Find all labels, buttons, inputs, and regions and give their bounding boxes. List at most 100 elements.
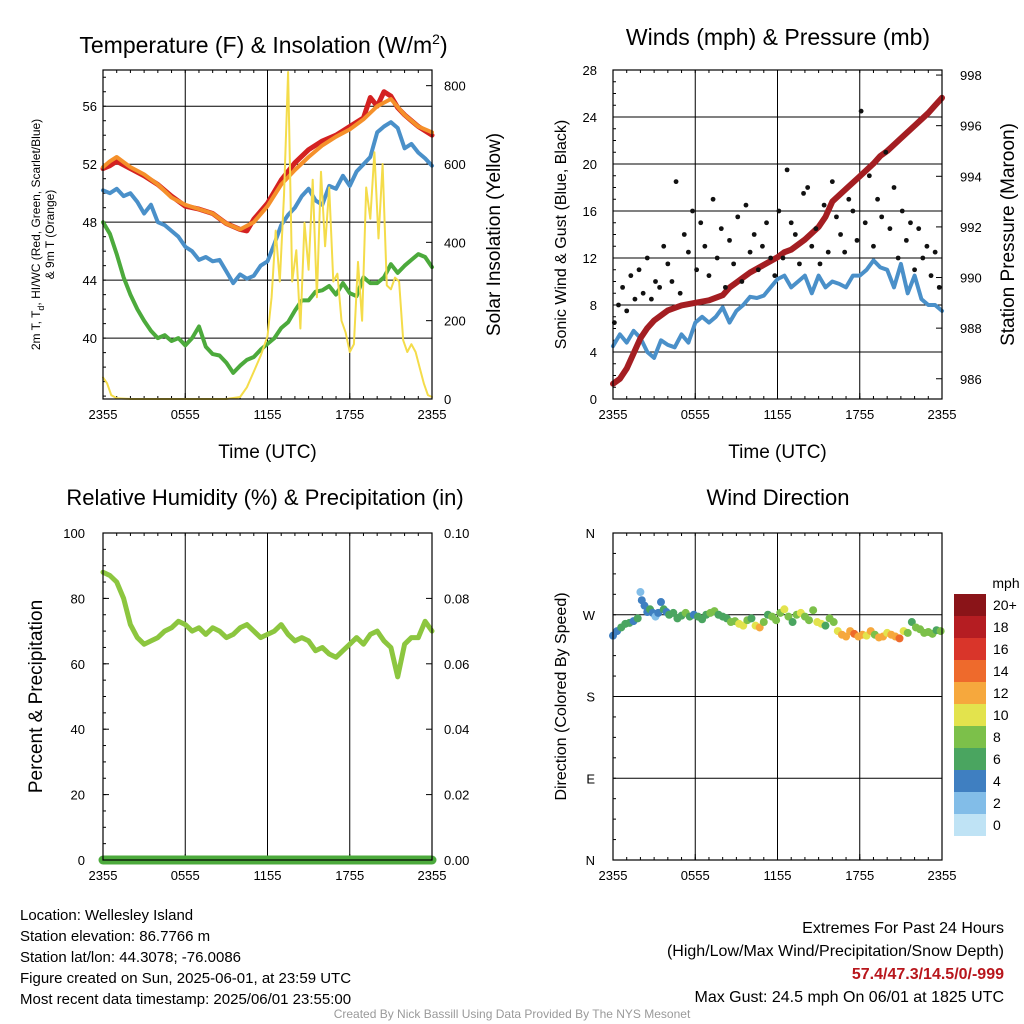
gust-point [657, 284, 663, 290]
y2-tick-label: 400 [444, 235, 466, 250]
gust-point [694, 267, 700, 273]
gust-point [743, 202, 749, 208]
series-rh [100, 569, 435, 680]
y-tick-label: 44 [83, 273, 97, 288]
gust-point [669, 279, 675, 284]
x-tick-label: 2355 [599, 407, 628, 422]
legend-swatch [954, 594, 986, 616]
gust-point [920, 255, 926, 261]
x-tick-label: 2355 [928, 868, 957, 883]
gust-point [850, 208, 856, 214]
legend-swatch [954, 660, 986, 682]
y-tick-label: 40 [83, 331, 97, 346]
gust-point [879, 214, 885, 220]
y-tick-label: S [586, 690, 595, 705]
y-tick-label: 60 [71, 657, 85, 672]
gust-point [891, 185, 897, 190]
gust-point [723, 284, 728, 290]
figure-created: Figure created on Sun, 2025-06-01, at 23… [20, 970, 352, 987]
y2-tick-label: 0.10 [444, 526, 469, 541]
gust-point [768, 255, 774, 261]
gust-point [632, 296, 638, 302]
direction-point [784, 612, 793, 621]
x-tick-label: 1755 [335, 868, 364, 883]
gust-point [648, 296, 654, 302]
gust-point [916, 226, 922, 232]
x-tick-label: 2355 [599, 868, 628, 883]
chart-title: Winds (mph) & Pressure (mb) [626, 24, 930, 50]
y-tick-label: 56 [83, 99, 97, 114]
gust-point [661, 243, 667, 249]
gust-point [932, 249, 938, 255]
chart-title: Wind Direction [706, 485, 849, 510]
y-tick-label: 16 [583, 204, 597, 219]
temperature-panel: 2355 0555 1155 1755 2355 40 44 48 52 56 0 200 400 600… [29, 31, 505, 463]
y2-tick-label: 0 [444, 392, 451, 407]
gust-point [628, 273, 634, 279]
y-tick-label: 0 [590, 392, 597, 407]
legend-label: 18 [993, 619, 1009, 635]
y2-tick-label: 0.06 [444, 657, 469, 672]
gust-point [924, 243, 930, 249]
gust-point [899, 208, 905, 214]
y-tick-label: 8 [590, 298, 597, 313]
gust-point [706, 273, 712, 279]
plot-frame [102, 532, 433, 861]
direction-point [739, 621, 748, 630]
direction-point [656, 598, 665, 607]
gust-point [834, 214, 839, 220]
gust-point [797, 261, 802, 267]
direction-point [895, 634, 904, 643]
max-gust: Max Gust: 24.5 mph On 06/01 at 1825 UTC [694, 989, 1005, 1006]
legend-swatch [954, 682, 986, 704]
gust-point [887, 226, 893, 232]
y2-tick-label: 996 [960, 119, 982, 134]
gust-point [842, 249, 848, 255]
legend-swatch [954, 814, 986, 836]
gust-point [866, 173, 872, 179]
gust-point [739, 279, 745, 284]
direction-point [829, 618, 838, 627]
extremes-title: Extremes For Past 24 Hours [802, 920, 1004, 937]
chart-title-end: ) [440, 32, 448, 58]
gust-point [718, 226, 724, 232]
direction-point [805, 616, 814, 625]
gust-point [858, 108, 864, 114]
legend-swatch [954, 616, 986, 638]
y2-axis-label: Solar Insolation (Yellow) [484, 133, 505, 336]
x-tick-label: 0555 [681, 868, 710, 883]
gust-point [809, 243, 815, 249]
legend-label: 4 [993, 773, 1001, 789]
y-axis-label: Direction (Colored By Speed) [553, 592, 570, 800]
y-tick-label: 28 [583, 63, 597, 78]
gust-point [710, 196, 716, 202]
y-tick-label: 100 [63, 526, 85, 541]
legend-swatch [954, 770, 986, 792]
extremes-values: 57.4/47.3/14.5/0/-999 [851, 966, 1004, 983]
x-tick-label: 1755 [845, 868, 874, 883]
gust-point [731, 261, 737, 267]
gust-point [780, 255, 786, 261]
legend-label: 8 [993, 729, 1001, 745]
gust-point [665, 261, 671, 267]
gust-point [714, 255, 720, 261]
gust-point [871, 243, 876, 249]
y-tick-label: 80 [71, 591, 85, 606]
y2-tick-label: 992 [960, 220, 982, 235]
gust-point [788, 220, 794, 226]
x-tick-label: 1755 [335, 407, 364, 422]
gust-point [908, 220, 913, 226]
gust-point [875, 196, 880, 202]
gust-point [690, 208, 695, 214]
y2-tick-label: 988 [960, 321, 982, 336]
series-t9m [101, 97, 434, 232]
gust-point [616, 302, 621, 308]
direction-point [772, 616, 781, 625]
gust-point [760, 243, 765, 249]
station-info: Location: Wellesley Island Station eleva… [20, 905, 351, 1010]
direction-point [907, 618, 916, 627]
direction-point [903, 628, 912, 637]
gust-point [862, 220, 868, 226]
y-axis-label: Percent & Precipitation [26, 600, 47, 793]
